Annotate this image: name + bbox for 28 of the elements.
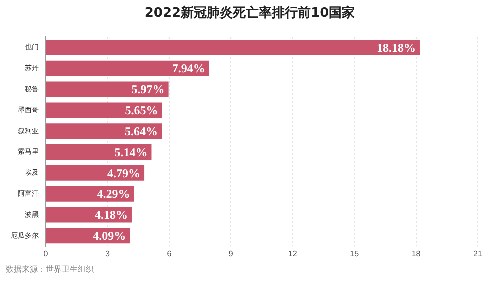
x-tick-label: 0 [44, 249, 49, 258]
chart-title: 2022新冠肺炎死亡率排行前10国家 [144, 4, 356, 22]
data-label: 5.65% [125, 104, 158, 118]
data-label: 4.09% [93, 229, 126, 244]
x-tick-label: 3 [105, 249, 110, 258]
x-tick-label: 15 [350, 249, 360, 258]
bar [46, 186, 134, 202]
bar [46, 102, 162, 118]
x-tick-label: 6 [167, 249, 172, 258]
x-tick-label: 18 [412, 249, 422, 258]
data-label: 5.64% [125, 124, 158, 138]
data-label: 4.18% [94, 208, 128, 222]
x-tick-label: 21 [474, 249, 483, 258]
data-label: 4.79% [108, 166, 141, 180]
data-label: 7.94% [172, 62, 206, 76]
x-tick-label: 12 [288, 249, 298, 258]
data-label: 5.97% [132, 82, 165, 97]
data-label: 4.29% [97, 187, 130, 202]
bar [46, 124, 162, 140]
bar [46, 165, 145, 181]
bar [46, 144, 152, 160]
data-label: 18.18% [376, 40, 416, 55]
bar [46, 40, 420, 56]
source-note: 数据来源：世界卫生组织 [6, 264, 94, 275]
bar [46, 82, 169, 98]
x-tick-label: 9 [228, 249, 234, 258]
data-label: 5.14% [114, 145, 148, 160]
bar [46, 60, 210, 76]
